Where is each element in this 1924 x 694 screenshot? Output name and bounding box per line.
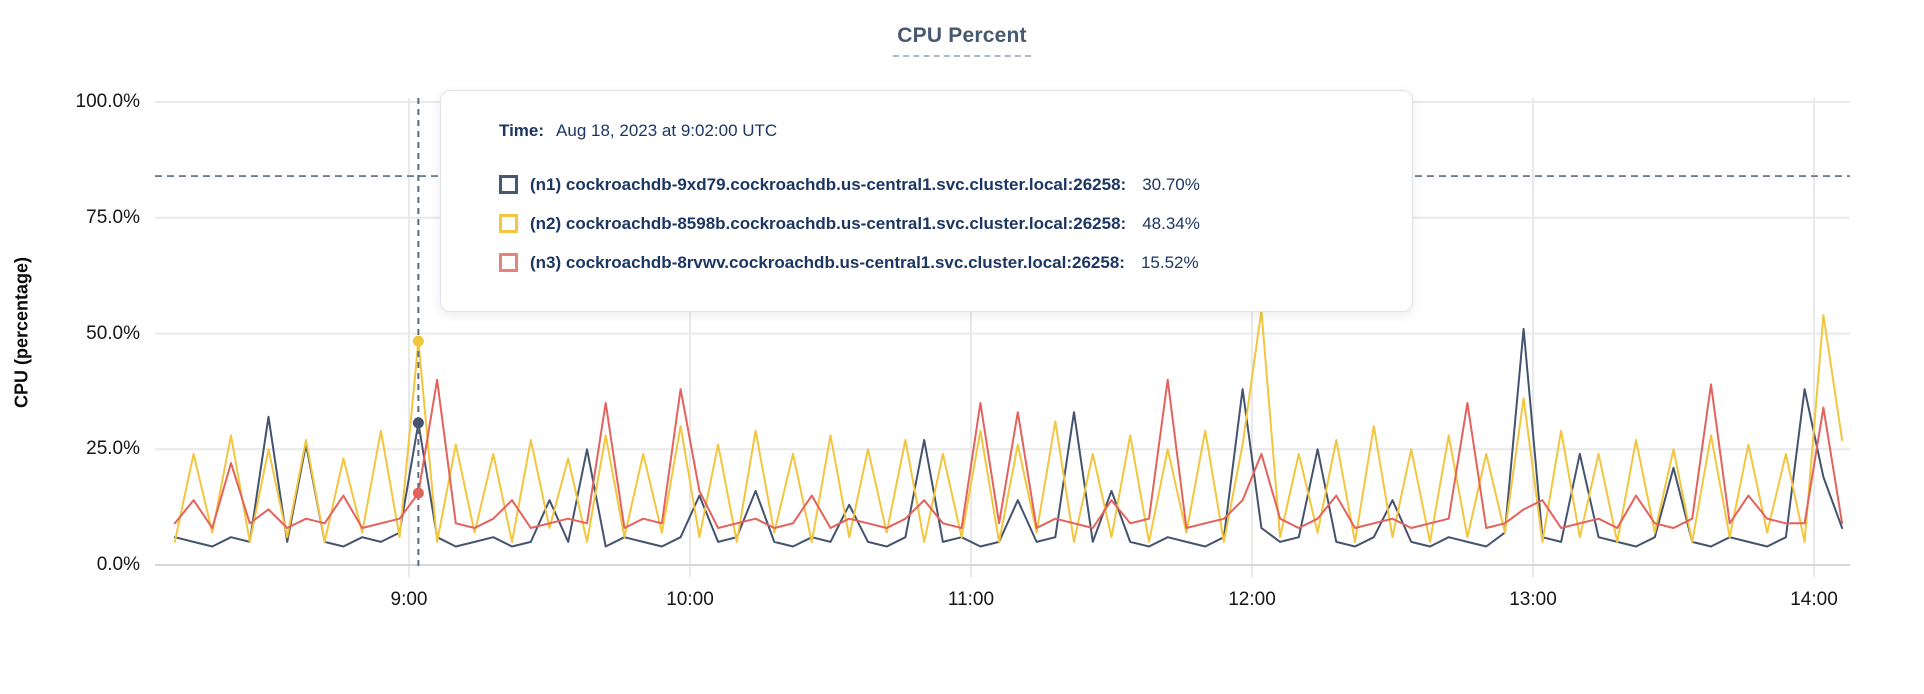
y-tick-label: 100.0% [75, 91, 140, 112]
chart-title-wrap: CPU Percent [0, 24, 1924, 57]
series-n1-value: 30.70% [1142, 174, 1200, 194]
x-tick-label: 13:00 [1509, 589, 1557, 610]
y-tick-label: 50.0% [86, 322, 140, 344]
series-line-n1 [173, 327, 1844, 548]
y-tick-label: 25.0% [86, 438, 140, 460]
series-line-n2 [173, 309, 1844, 543]
y-tick-label: 75.0% [86, 206, 140, 228]
chart-tooltip: Time: Aug 18, 2023 at 9:02:00 UTC (n1) co… [440, 90, 1413, 312]
x-tick-label: 11:00 [947, 589, 995, 610]
series-n1-label: (n1) cockroachdb-9xd79.cockroachdb.us-ce… [530, 174, 1127, 194]
selected-point-n3 [412, 487, 424, 499]
tooltip-series-row: (n3) cockroachdb-8rvwv.cockroachdb.us-ce… [499, 243, 1412, 282]
series-line-n3 [173, 378, 1844, 529]
series-n2-value: 48.34% [1142, 213, 1200, 233]
tooltip-time-row: Time: Aug 18, 2023 at 9:02:00 UTC [499, 121, 1412, 141]
series-n3-value: 15.52% [1140, 252, 1199, 272]
tooltip-time-label: Time: [499, 121, 545, 140]
y-tick-label: 0.0% [96, 554, 140, 575]
series-n2-label: (n2) cockroachdb-8598b.cockroachdb.us-ce… [530, 213, 1127, 233]
tooltip-series-row: (n2) cockroachdb-8598b.cockroachdb.us-ce… [499, 204, 1412, 243]
tooltip-time-value: Aug 18, 2023 at 9:02:00 UTC [556, 121, 778, 140]
series-n1-swatch-icon [499, 175, 518, 194]
x-tick-label: 10:00 [666, 589, 714, 610]
tooltip-series-row: (n1) cockroachdb-9xd79.cockroachdb.us-ce… [499, 165, 1412, 204]
chart-title: CPU Percent [893, 24, 1031, 57]
series-n3-swatch-icon [499, 253, 518, 272]
x-tick-label: 14:00 [1790, 589, 1838, 610]
x-tick-label: 12:00 [1228, 589, 1276, 610]
series-n3-label: (n3) cockroachdb-8rvwv.cockroachdb.us-ce… [530, 252, 1125, 272]
series-n2-swatch-icon [499, 214, 518, 233]
selected-point-n2 [412, 335, 424, 347]
x-tick-label: 9:00 [390, 589, 428, 610]
selected-point-n1 [412, 417, 424, 429]
